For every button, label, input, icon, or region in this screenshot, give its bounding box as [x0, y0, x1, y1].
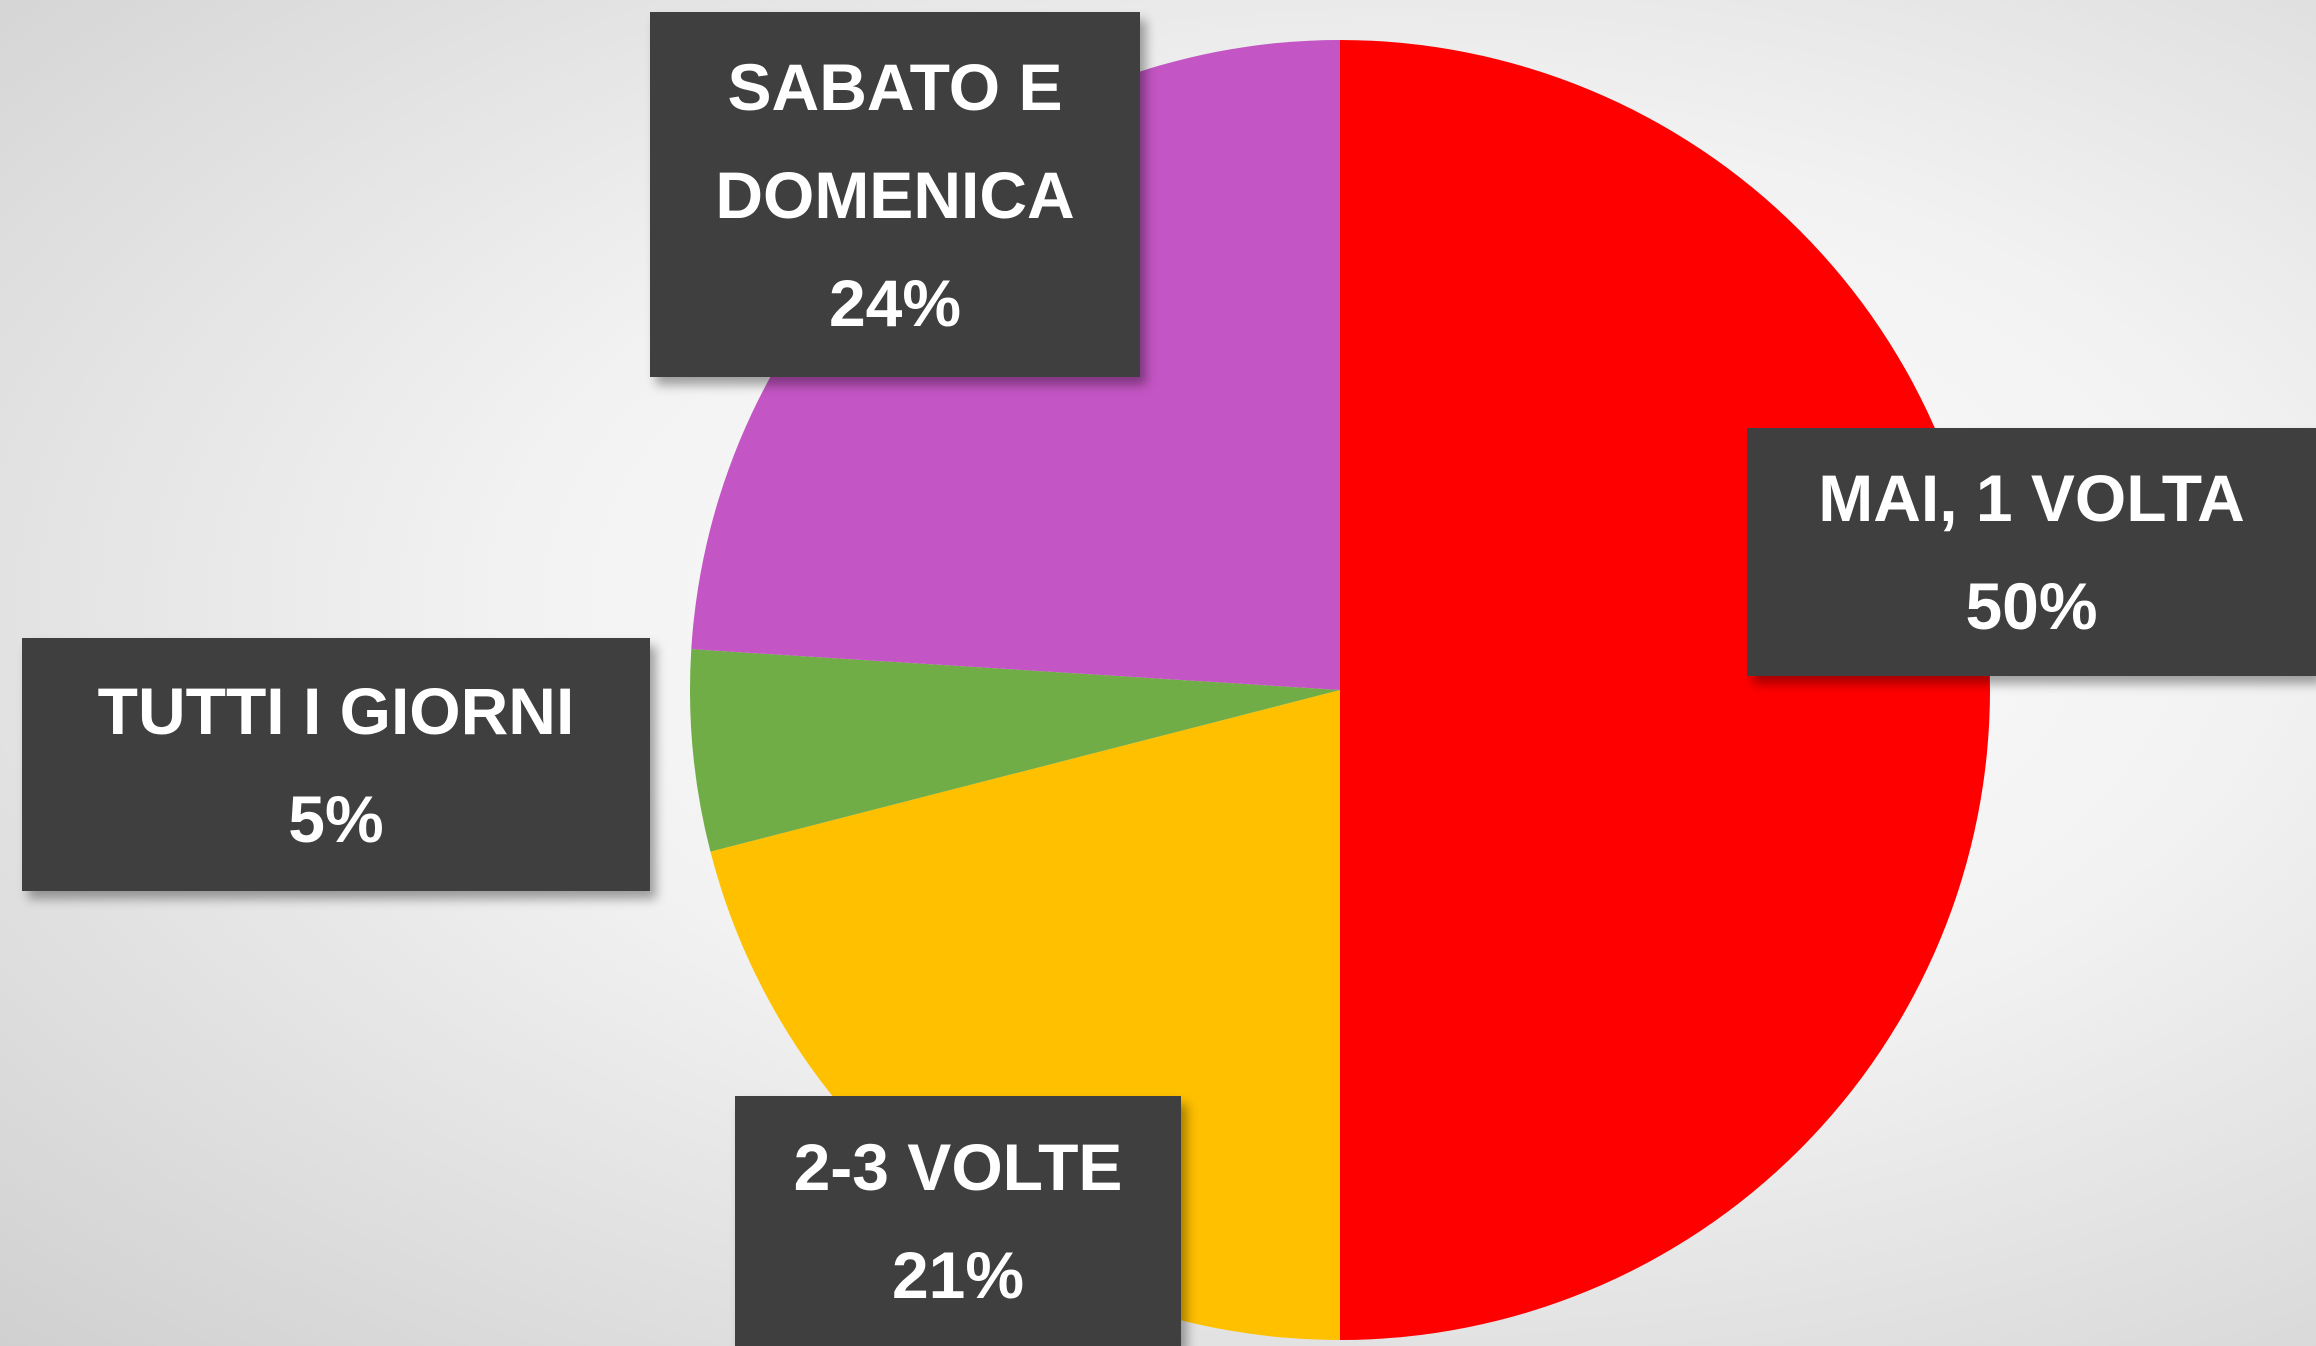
category-label: 2-3 VOLTE [793, 1130, 1123, 1204]
data-label: TUTTI I GIORNI 5% [22, 638, 650, 891]
pie-slice [1340, 40, 1990, 1340]
pie-slice [689, 649, 1340, 852]
value-label: 5% [288, 781, 384, 856]
data-label: 2-3 VOLTE 21% [735, 1096, 1181, 1346]
category-label: MAI, 1 VOLTA [1818, 461, 2245, 535]
value-label: 50% [1965, 569, 2098, 643]
category-label: SABATO E DOMENICA [715, 49, 1075, 232]
category-label: TUTTI I GIORNI [97, 673, 575, 748]
data-label: MAI, 1 VOLTA 50% [1747, 428, 2316, 676]
value-label: 24% [828, 265, 962, 340]
value-label: 21% [891, 1238, 1025, 1312]
data-label: SABATO E DOMENICA 24% [650, 12, 1140, 377]
pie-slice [710, 690, 1340, 1340]
